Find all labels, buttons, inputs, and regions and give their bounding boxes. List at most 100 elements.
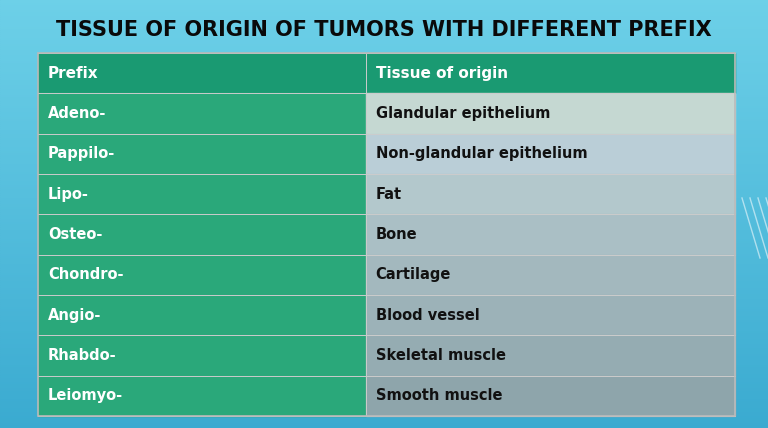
Bar <box>0 282 768 285</box>
Bar <box>0 154 768 156</box>
Bar <box>0 404 768 407</box>
Bar <box>0 120 768 122</box>
Bar <box>366 53 735 93</box>
Bar <box>0 173 768 175</box>
Bar <box>0 36 768 39</box>
Bar <box>0 362 768 364</box>
Bar <box>0 148 768 150</box>
Text: Cartilage: Cartilage <box>376 268 451 282</box>
Text: Pappilo-: Pappilo- <box>48 146 115 161</box>
Bar <box>0 250 768 253</box>
Bar <box>0 143 768 146</box>
Bar <box>0 195 768 197</box>
Bar <box>0 381 768 383</box>
Bar <box>38 376 366 416</box>
Bar <box>0 45 768 47</box>
Bar <box>0 64 768 66</box>
Text: TISSUE OF ORIGIN OF TUMORS WITH DIFFERENT PREFIX: TISSUE OF ORIGIN OF TUMORS WITH DIFFEREN… <box>56 20 712 40</box>
Bar <box>0 139 768 141</box>
Bar <box>0 244 768 246</box>
Text: Prefix: Prefix <box>48 65 98 80</box>
Bar <box>0 238 768 240</box>
Bar <box>0 387 768 389</box>
Bar <box>0 265 768 268</box>
Bar <box>0 26 768 28</box>
Bar <box>0 137 768 139</box>
Bar <box>0 233 768 235</box>
Bar <box>0 338 768 340</box>
Bar <box>0 285 768 287</box>
Bar <box>0 131 768 133</box>
Bar <box>366 93 735 134</box>
Bar <box>0 124 768 126</box>
Bar <box>0 424 768 426</box>
Bar <box>0 133 768 135</box>
Bar <box>0 351 768 353</box>
Bar <box>0 32 768 34</box>
Bar <box>0 98 768 101</box>
Bar <box>0 225 768 227</box>
Bar <box>0 58 768 60</box>
Bar <box>0 291 768 293</box>
Bar <box>0 306 768 308</box>
Bar <box>0 17 768 19</box>
Bar <box>0 235 768 238</box>
Bar <box>38 93 366 134</box>
Bar <box>0 178 768 180</box>
Bar <box>0 56 768 58</box>
Bar <box>0 208 768 210</box>
Bar <box>0 165 768 167</box>
Bar <box>0 317 768 319</box>
Bar <box>38 335 366 376</box>
Bar <box>0 223 768 225</box>
Bar <box>0 323 768 325</box>
Bar <box>0 229 768 231</box>
Bar <box>0 407 768 409</box>
Bar <box>0 360 768 362</box>
Bar <box>0 103 768 105</box>
Bar <box>0 107 768 109</box>
Bar <box>0 62 768 64</box>
Bar <box>0 24 768 26</box>
Bar <box>0 355 768 357</box>
Bar <box>0 0 768 2</box>
Bar <box>0 310 768 312</box>
Bar <box>0 193 768 195</box>
Bar <box>0 336 768 338</box>
Bar <box>0 41 768 43</box>
Bar <box>0 201 768 203</box>
Bar <box>0 411 768 413</box>
Bar <box>0 396 768 398</box>
Bar <box>0 321 768 323</box>
Bar <box>0 171 768 173</box>
Bar <box>0 302 768 304</box>
Bar <box>0 21 768 24</box>
Bar <box>0 402 768 404</box>
Bar <box>38 53 366 93</box>
Bar <box>0 30 768 32</box>
Bar <box>0 392 768 394</box>
Text: Adeno-: Adeno- <box>48 106 107 121</box>
Bar <box>366 295 735 335</box>
Bar <box>0 75 768 77</box>
Bar <box>0 163 768 165</box>
Bar <box>0 409 768 411</box>
Bar <box>0 68 768 71</box>
Bar <box>0 122 768 124</box>
Bar <box>366 214 735 255</box>
Bar <box>0 327 768 330</box>
Bar <box>0 199 768 201</box>
Bar <box>0 86 768 88</box>
Bar <box>0 280 768 282</box>
Bar <box>0 374 768 377</box>
Bar <box>0 398 768 400</box>
Bar <box>0 319 768 321</box>
Bar <box>0 212 768 214</box>
Bar <box>0 308 768 310</box>
Bar <box>0 220 768 223</box>
Bar <box>0 150 768 152</box>
Bar <box>0 297 768 300</box>
Bar <box>0 111 768 113</box>
Bar <box>0 210 768 212</box>
Bar <box>0 34 768 36</box>
